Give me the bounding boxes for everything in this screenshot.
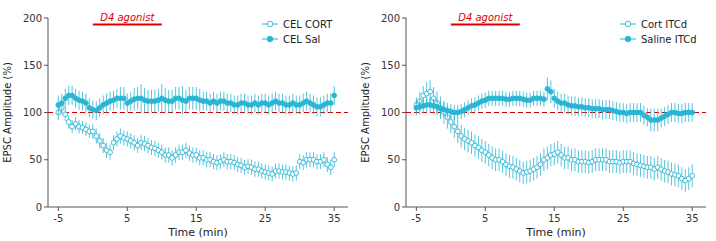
panel: -5 5 15 25 35 0 50 100 150 200 Time (min) EPSC Ampl… (360, 12, 706, 239)
series (414, 78, 695, 132)
point (90, 129, 95, 134)
x-tick-label: 35 (328, 213, 341, 224)
series (56, 101, 337, 181)
legend: Cort ITCd Saline ITCd (620, 19, 697, 45)
annotation-text: D4 agonist (458, 12, 513, 23)
series (414, 80, 695, 192)
y-tick-label: 50 (387, 154, 400, 165)
point (542, 97, 547, 102)
x-tick-label: 25 (617, 213, 630, 224)
point (294, 171, 299, 176)
point (108, 150, 113, 155)
point (121, 96, 126, 101)
point (690, 173, 695, 178)
x-axis-line (406, 207, 706, 208)
point (66, 120, 71, 125)
series (56, 84, 337, 120)
x-tick (485, 207, 486, 211)
x-tick (623, 207, 624, 211)
x-tick (416, 207, 417, 211)
legend-marker (625, 21, 631, 27)
x-tick-label: 5 (482, 213, 488, 224)
plot-area (48, 25, 348, 182)
point (84, 101, 89, 106)
y-axis-label: EPSC Amplitude (%) (360, 62, 371, 163)
x-axis-line (48, 207, 348, 208)
y-tick (44, 65, 48, 66)
point (63, 112, 68, 117)
point (328, 101, 333, 106)
y-tick (44, 18, 48, 19)
annotation-bar (93, 24, 162, 26)
x-tick (58, 207, 59, 211)
annotation-bar (451, 24, 520, 26)
y-tick-label: 100 (381, 107, 400, 118)
x-tick (127, 207, 128, 211)
legend-marker (267, 21, 273, 27)
y-tick-label: 0 (394, 202, 400, 213)
x-tick-label: 15 (190, 213, 203, 224)
y-tick (402, 159, 406, 160)
x-tick-label: -5 (53, 213, 63, 224)
x-tick-label: 15 (548, 213, 561, 224)
legend-label: Saline ITCd (641, 34, 697, 45)
point (448, 120, 453, 125)
point (97, 138, 102, 143)
y-tick (44, 112, 48, 113)
y-tick-label: 0 (36, 202, 42, 213)
legend: CEL CORT CEL Sal (262, 19, 333, 45)
point (548, 89, 553, 94)
annotation-text: D4 agonist (100, 12, 155, 23)
legend-marker (267, 36, 273, 42)
point (59, 101, 64, 106)
x-tick-label: 5 (124, 213, 130, 224)
x-axis-label: Time (min) (525, 226, 586, 239)
y-tick-label: 100 (23, 107, 42, 118)
x-tick-label: 25 (259, 213, 272, 224)
point (455, 129, 460, 134)
y-tick (44, 159, 48, 160)
y-tick-label: 50 (29, 154, 42, 165)
figure: -55152535050100150200Time (min)EPSC Ampl… (0, 0, 716, 241)
x-axis-label: Time (min) (167, 226, 228, 239)
legend-marker (625, 36, 631, 42)
x-tick (554, 207, 555, 211)
y-tick (402, 207, 406, 208)
y-tick (402, 112, 406, 113)
y-tick-label: 150 (23, 60, 42, 71)
point (328, 165, 333, 170)
y-tick (402, 65, 406, 66)
legend-label: CEL CORT (283, 19, 333, 30)
y-axis-label: EPSC Amplitude (%) (2, 62, 13, 163)
legend-label: CEL Sal (283, 34, 320, 45)
y-tick (402, 18, 406, 19)
x-tick (334, 207, 335, 211)
point (101, 143, 106, 148)
point (690, 110, 695, 115)
legend-label: Cort ITCd (641, 19, 687, 30)
error-bar (437, 92, 438, 115)
x-tick (196, 207, 197, 211)
point (452, 124, 457, 129)
x-tick-label: -5 (411, 213, 421, 224)
point (94, 134, 99, 139)
y-tick (44, 207, 48, 208)
x-tick (692, 207, 693, 211)
y-tick-label: 200 (23, 13, 42, 24)
y-tick-label: 200 (381, 13, 400, 24)
x-tick-label: 35 (686, 213, 699, 224)
point (332, 157, 337, 162)
point (321, 157, 326, 162)
x-tick (265, 207, 266, 211)
panel: -5 5 15 25 35 0 50 100 150 200 Time (min) EPSC Ampl… (2, 12, 348, 239)
point (428, 89, 433, 94)
y-tick-label: 150 (381, 60, 400, 71)
point (538, 162, 543, 167)
plot-area (406, 25, 706, 192)
point (332, 93, 337, 98)
